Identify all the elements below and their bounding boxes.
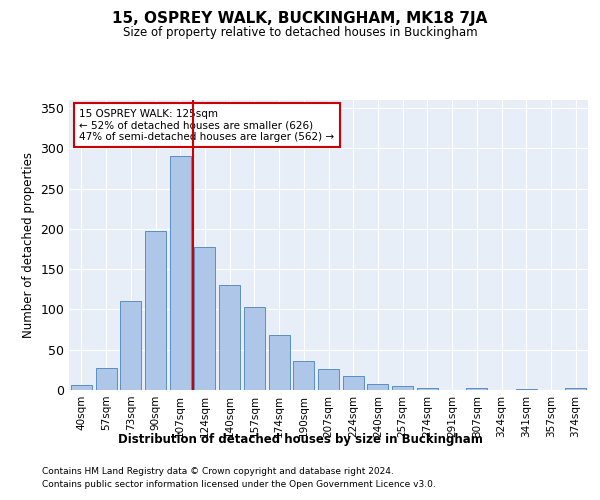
Bar — [293, 361, 314, 390]
Bar — [466, 388, 487, 390]
Bar — [392, 386, 413, 390]
Text: Distribution of detached houses by size in Buckingham: Distribution of detached houses by size … — [118, 432, 482, 446]
Text: 15, OSPREY WALK, BUCKINGHAM, MK18 7JA: 15, OSPREY WALK, BUCKINGHAM, MK18 7JA — [112, 11, 488, 26]
Bar — [269, 335, 290, 390]
Text: Contains HM Land Registry data © Crown copyright and database right 2024.: Contains HM Land Registry data © Crown c… — [42, 467, 394, 476]
Bar — [194, 246, 215, 390]
Y-axis label: Number of detached properties: Number of detached properties — [22, 152, 35, 338]
Bar — [244, 307, 265, 390]
Bar — [367, 384, 388, 390]
Bar — [565, 388, 586, 390]
Bar — [170, 156, 191, 390]
Bar — [95, 368, 116, 390]
Bar — [417, 388, 438, 390]
Text: Size of property relative to detached houses in Buckingham: Size of property relative to detached ho… — [122, 26, 478, 39]
Text: 15 OSPREY WALK: 125sqm
← 52% of detached houses are smaller (626)
47% of semi-de: 15 OSPREY WALK: 125sqm ← 52% of detached… — [79, 108, 335, 142]
Bar — [516, 389, 537, 390]
Bar — [219, 286, 240, 390]
Bar — [343, 376, 364, 390]
Bar — [120, 302, 141, 390]
Bar — [318, 369, 339, 390]
Bar — [71, 385, 92, 390]
Bar — [145, 230, 166, 390]
Text: Contains public sector information licensed under the Open Government Licence v3: Contains public sector information licen… — [42, 480, 436, 489]
